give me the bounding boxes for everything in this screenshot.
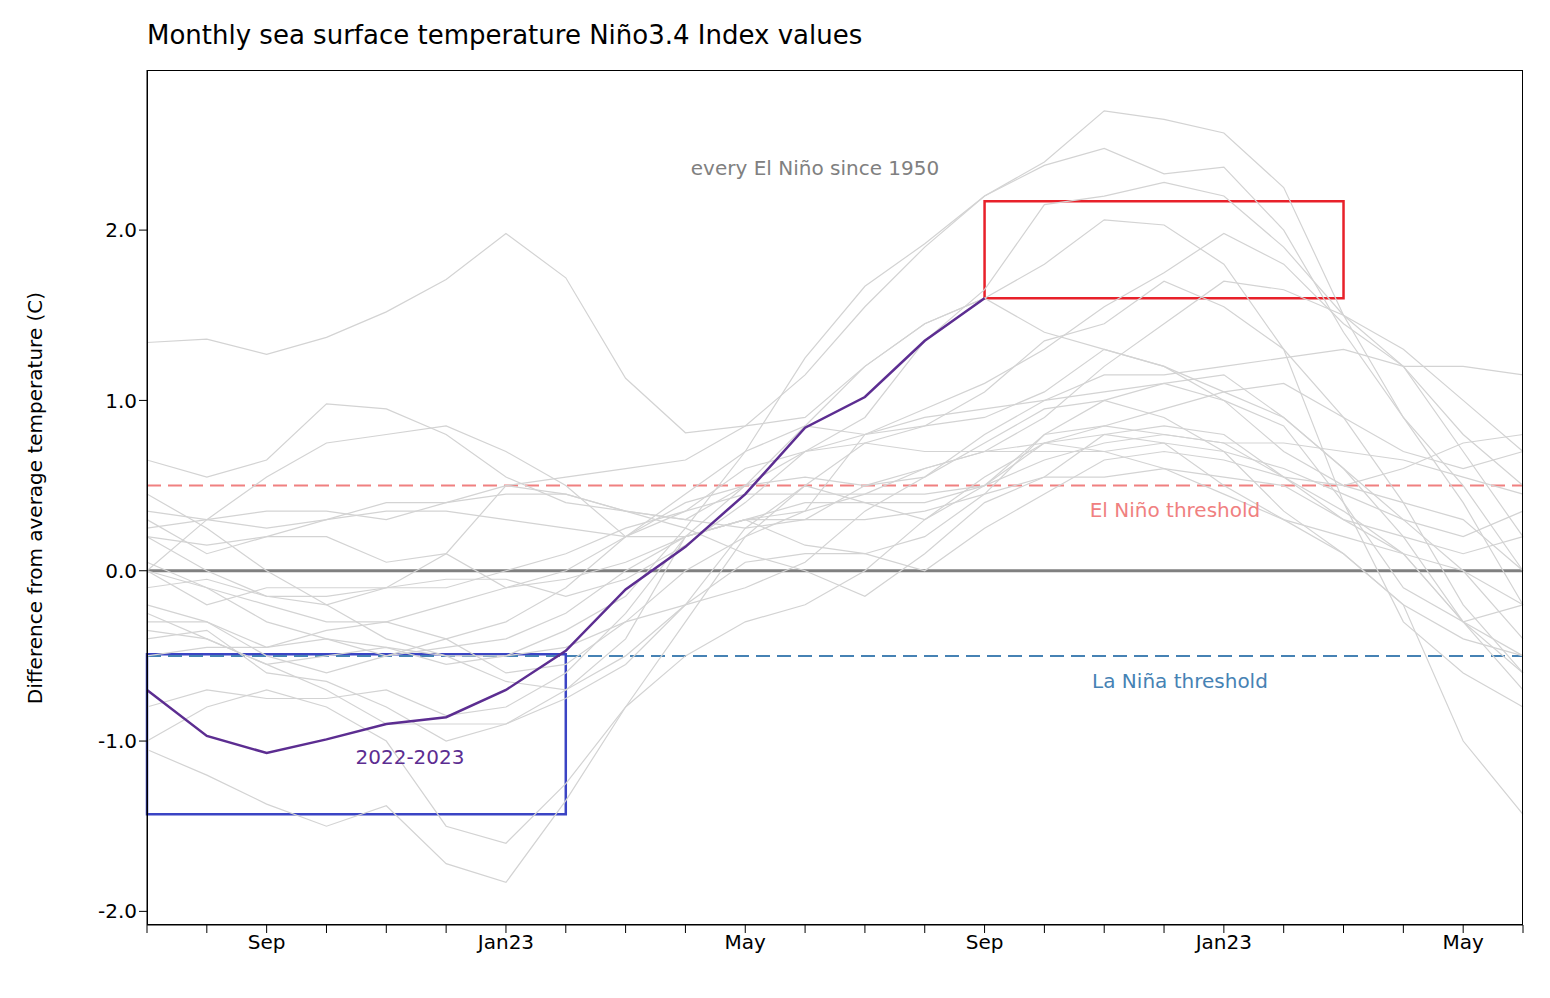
svg-text:0.0: 0.0: [105, 559, 137, 583]
svg-text:2.0: 2.0: [105, 218, 137, 242]
svg-text:Jan23: Jan23: [476, 930, 534, 954]
html-text:Monthly sea surface temperatur: Monthly sea surface temperature Niño3.4 …: [147, 20, 863, 50]
svg-text:-2.0: -2.0: [98, 899, 137, 923]
svg-text:Sep: Sep: [248, 930, 286, 954]
svg-text:Sep: Sep: [966, 930, 1004, 954]
html-text:every El Niño since 1950: every El Niño since 1950: [690, 156, 940, 180]
html-text:2022-2023: 2022-2023: [355, 745, 465, 769]
svg-text:May: May: [1442, 930, 1484, 954]
html-text:La Niña threshold: La Niña threshold: [1092, 669, 1268, 693]
html-text:El Niño threshold: El Niño threshold: [1089, 498, 1261, 522]
html-text:Difference from average temper: Difference from average temperature (C): [23, 291, 47, 704]
svg-text:1.0: 1.0: [105, 389, 137, 413]
svg-text:-1.0: -1.0: [98, 729, 137, 753]
svg-text:May: May: [725, 930, 767, 954]
svg-text:Jan23: Jan23: [1194, 930, 1252, 954]
